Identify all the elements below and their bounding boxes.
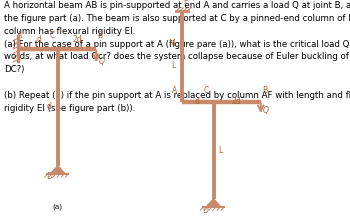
Text: D: D	[202, 206, 208, 215]
Text: d: d	[195, 97, 200, 106]
Text: the figure part (a). The beam is also supported at C by a pinned-end column of l: the figure part (a). The beam is also su…	[4, 14, 350, 23]
Text: A: A	[17, 31, 22, 40]
Text: L: L	[171, 61, 175, 70]
Text: 2d: 2d	[72, 35, 82, 44]
Text: (a) For the case of a pin support at A (figure pare (a)), what is the critical l: (a) For the case of a pin support at A (…	[4, 40, 350, 49]
Text: 2d: 2d	[232, 97, 242, 106]
Text: B: B	[262, 86, 268, 95]
Text: M: M	[168, 39, 175, 48]
Text: d: d	[37, 35, 42, 44]
Text: C: C	[50, 31, 55, 40]
Text: Q: Q	[262, 106, 268, 115]
Text: C: C	[204, 86, 209, 95]
Text: A: A	[172, 86, 177, 95]
Text: F: F	[183, 0, 188, 6]
Polygon shape	[50, 166, 65, 174]
Text: (a): (a)	[53, 203, 63, 210]
Text: D: D	[46, 172, 52, 181]
Text: A horizontal beam AB is pin-supported at end A and carries a load Q at joint B, : A horizontal beam AB is pin-supported at…	[4, 1, 350, 10]
Text: (b) Repeat (a) if the pin support at A is replaced by column AF with length and : (b) Repeat (a) if the pin support at A i…	[4, 91, 350, 100]
Text: L: L	[218, 146, 222, 155]
Circle shape	[19, 47, 23, 50]
Text: B: B	[97, 31, 103, 40]
Polygon shape	[206, 199, 221, 207]
Text: rigidity EI (see figure part (b)).: rigidity EI (see figure part (b)).	[4, 104, 135, 113]
Text: d: d	[47, 102, 52, 110]
Text: column has flexural rigidity EI.: column has flexural rigidity EI.	[4, 27, 135, 36]
Text: Q: Q	[99, 57, 105, 66]
Text: DC?): DC?)	[4, 65, 25, 74]
Text: words, at what load Qcr? does the system collapse because of Euler buckling of t: words, at what load Qcr? does the system…	[4, 52, 350, 61]
